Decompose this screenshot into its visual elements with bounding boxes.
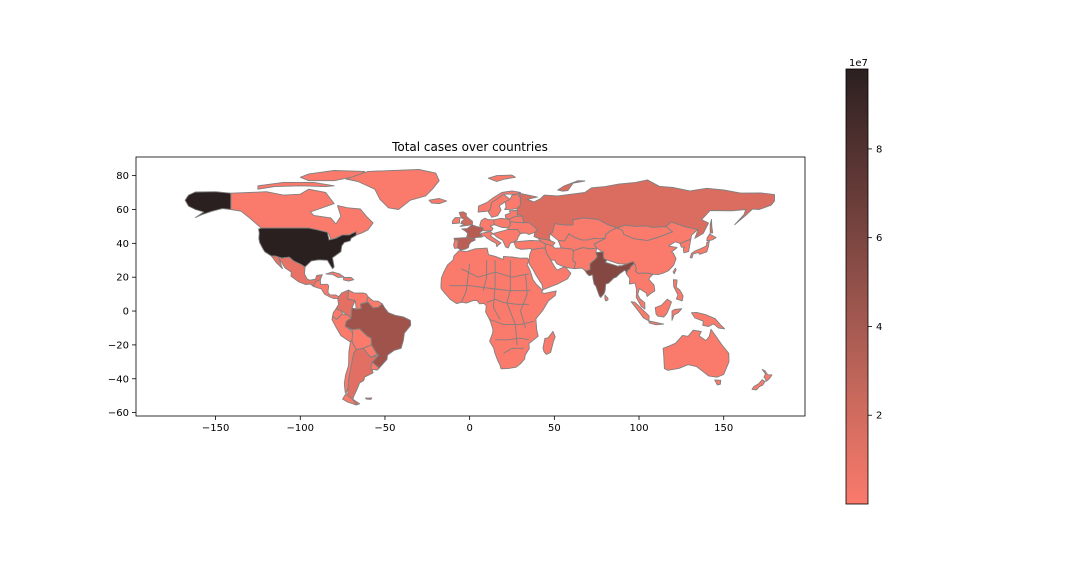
- country-finland: [504, 193, 521, 210]
- country-balkans: [492, 229, 521, 249]
- colorbar-axis: 2 4 6 8: [868, 144, 882, 422]
- y-tick-label: 60: [116, 205, 129, 216]
- country-falklands: [365, 397, 373, 400]
- country-border: [506, 260, 518, 345]
- country-border: [489, 319, 535, 326]
- country-hokkaido: [706, 233, 717, 242]
- country-border: [520, 273, 528, 329]
- country-border: [460, 263, 471, 303]
- y-tick-label: 20: [116, 273, 129, 284]
- country-usa: [258, 227, 357, 270]
- country-poland: [493, 217, 511, 229]
- country-svalbard: [487, 174, 516, 182]
- country-tasmania: [714, 379, 722, 386]
- x-tick-label: 150: [714, 423, 733, 434]
- country-border: [495, 337, 529, 341]
- y-tick-label: 40: [116, 239, 129, 250]
- country-central-america: [313, 279, 340, 300]
- country-madagascar: [542, 330, 556, 355]
- country-ireland: [451, 217, 461, 225]
- x-tick-label: 50: [548, 423, 561, 434]
- country-new-guinea: [691, 311, 726, 330]
- colorbar-offset-label: 1e7: [849, 58, 868, 69]
- y-tick-label: −20: [108, 340, 129, 351]
- y-tick-label: −60: [108, 408, 129, 419]
- x-axis: −150 −100 −50 0 50 100 150: [202, 416, 733, 434]
- y-axis: 80 60 40 20 0 −20 −40 −60: [108, 171, 136, 419]
- colorbar-tick-label: 6: [876, 233, 882, 244]
- country-sri-lanka: [604, 294, 609, 302]
- country-border: [503, 347, 524, 354]
- country-italy: [480, 231, 502, 248]
- y-tick-label: −40: [108, 374, 129, 385]
- country-australia: [662, 328, 730, 378]
- country-portugal: [453, 239, 459, 249]
- colorbar: [845, 68, 869, 505]
- map-layer: [184, 169, 775, 406]
- country-nz-south: [751, 379, 766, 391]
- country-greenland: [345, 169, 440, 210]
- x-tick-label: −100: [287, 423, 314, 434]
- colorbar-tick-label: 4: [876, 322, 882, 333]
- country-sumatra: [630, 301, 650, 322]
- colorbar-tick-label: 8: [876, 144, 882, 155]
- country-canada-arctic-1: [257, 181, 335, 190]
- country-border: [486, 298, 529, 305]
- y-tick-label: 80: [116, 171, 129, 182]
- country-argentina: [347, 347, 380, 406]
- country-nz-north: [761, 368, 773, 382]
- country-uruguay: [370, 361, 380, 371]
- country-border: [482, 260, 488, 291]
- country-uk: [458, 211, 473, 227]
- country-peru: [331, 313, 354, 343]
- country-germany: [479, 217, 495, 232]
- x-tick-label: 100: [629, 423, 648, 434]
- country-sweden: [487, 193, 511, 218]
- country-java: [648, 320, 665, 326]
- country-myanmar-seasia: [626, 262, 656, 310]
- x-tick-label: −150: [202, 423, 229, 434]
- country-korea: [679, 238, 692, 254]
- country-usa-alaska: [184, 191, 232, 219]
- country-canada-arctic-2: [299, 170, 366, 182]
- country-philippines: [672, 279, 684, 302]
- country-taiwan: [672, 267, 677, 275]
- country-iceland: [428, 198, 448, 205]
- x-tick-label: 0: [466, 423, 472, 434]
- country-borneo: [654, 298, 672, 318]
- plot-frame: [135, 156, 806, 417]
- country-africa-north: [440, 247, 557, 370]
- country-russia-novaya-zemlya: [557, 180, 586, 192]
- country-border: [492, 260, 501, 320]
- country-arabia: [528, 247, 572, 291]
- x-tick-label: −50: [374, 423, 395, 434]
- country-sulawesi: [671, 308, 683, 321]
- chart-title: Total cases over countries: [391, 140, 548, 154]
- country-baltics: [504, 210, 518, 220]
- country-japan: [689, 240, 710, 259]
- colorbar-tick-label: 2: [876, 411, 882, 422]
- country-sakhalin: [709, 218, 714, 234]
- country-hispaniola: [343, 277, 355, 282]
- y-tick-label: 0: [123, 307, 129, 318]
- country-cuba: [325, 271, 345, 278]
